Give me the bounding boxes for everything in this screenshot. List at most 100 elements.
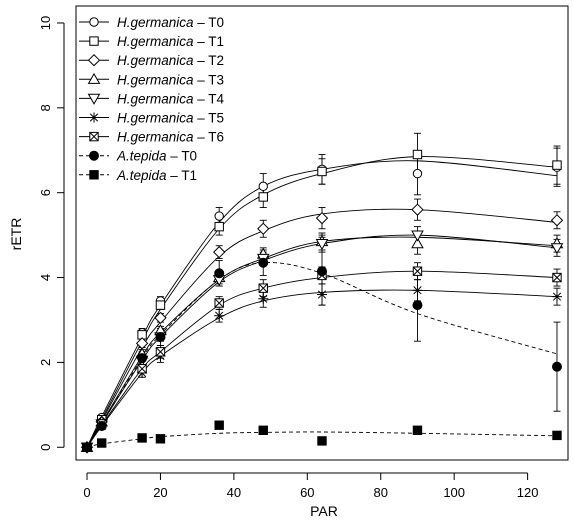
legend-marker bbox=[89, 131, 99, 142]
data-point bbox=[257, 222, 270, 235]
legend-marker bbox=[89, 150, 99, 161]
data-point bbox=[137, 433, 147, 443]
data-point bbox=[552, 430, 562, 441]
y-tick-label: 4 bbox=[38, 274, 53, 281]
legend: H.germanica – T0H.germanica – T1H.german… bbox=[79, 15, 225, 183]
markers-layer bbox=[80, 149, 564, 454]
axes-layer: 0 20 40 60 80 100 120 0 2 4 6 8 10 bbox=[38, 16, 538, 500]
legend-label: A.tepida – T1 bbox=[116, 168, 197, 183]
legend-species: A.tepida bbox=[116, 168, 167, 183]
data-point bbox=[315, 211, 329, 225]
data-point bbox=[412, 300, 423, 311]
data-point bbox=[97, 438, 107, 448]
plot-frame bbox=[75, 5, 569, 461]
data-point bbox=[155, 434, 166, 444]
y-axis-title: rETR bbox=[8, 218, 24, 251]
legend-entry: H.germanica – T6 bbox=[79, 130, 224, 145]
data-point bbox=[82, 442, 92, 452]
data-point bbox=[137, 364, 147, 374]
data-point bbox=[551, 361, 562, 372]
x-tick-label: 0 bbox=[83, 485, 90, 500]
y-tick-label: 0 bbox=[38, 444, 53, 451]
y-tick-label: 2 bbox=[38, 359, 53, 366]
legend-marker bbox=[88, 112, 100, 123]
x-tick-label: 100 bbox=[443, 485, 465, 500]
legend-entry: H.germanica – T1 bbox=[79, 34, 224, 49]
legend-entry: H.germanica – T4 bbox=[79, 91, 225, 106]
legend-species: H.germanica bbox=[117, 15, 194, 30]
legend-treatment: – T0 bbox=[194, 15, 225, 30]
legend-species: H.germanica bbox=[117, 91, 194, 106]
plot-frame-layer bbox=[75, 5, 569, 461]
legend-marker bbox=[87, 93, 101, 105]
data-point bbox=[412, 266, 423, 276]
data-point bbox=[258, 192, 268, 202]
legend-species: A.tepida bbox=[116, 149, 167, 164]
data-point bbox=[315, 239, 329, 251]
legend-marker bbox=[89, 17, 99, 27]
legend-treatment: – T1 bbox=[194, 34, 225, 49]
data-point bbox=[96, 421, 107, 432]
data-point bbox=[213, 245, 226, 259]
legend-label: H.germanica – T6 bbox=[117, 130, 224, 145]
legend-label: H.germanica – T0 bbox=[117, 15, 224, 30]
data-point bbox=[550, 243, 564, 255]
legend-entry: H.germanica – T0 bbox=[79, 15, 224, 30]
legend-treatment: – T1 bbox=[167, 168, 198, 183]
data-point bbox=[155, 300, 166, 310]
legend-marker bbox=[89, 36, 99, 46]
data-point bbox=[552, 160, 562, 170]
x-tick-label: 60 bbox=[300, 485, 314, 500]
data-point bbox=[258, 425, 268, 435]
legend-treatment: – T5 bbox=[194, 111, 225, 126]
data-point bbox=[154, 311, 167, 325]
y-tick-label: 10 bbox=[38, 16, 53, 30]
data-point bbox=[214, 298, 224, 308]
legend-entry: H.germanica – T5 bbox=[79, 111, 224, 126]
data-point bbox=[258, 257, 269, 268]
legend-species: H.germanica bbox=[117, 130, 194, 145]
legend-species: H.germanica bbox=[117, 72, 194, 87]
data-point bbox=[137, 353, 148, 364]
data-point bbox=[552, 272, 562, 283]
y-tick-label: 6 bbox=[38, 189, 53, 196]
data-point bbox=[317, 266, 327, 277]
data-point bbox=[214, 268, 225, 279]
legend-entry: A.tepida – T0 bbox=[79, 149, 197, 164]
data-point bbox=[155, 347, 166, 357]
data-point bbox=[317, 436, 327, 446]
legend-label: H.germanica – T5 bbox=[117, 111, 224, 126]
data-point bbox=[412, 425, 423, 435]
legend-marker bbox=[89, 170, 99, 180]
data-point bbox=[214, 420, 224, 430]
legend-treatment: – T4 bbox=[194, 91, 225, 106]
data-point bbox=[214, 310, 225, 321]
data-point bbox=[550, 214, 564, 227]
legend-label: A.tepida – T0 bbox=[116, 149, 197, 164]
data-point bbox=[155, 331, 166, 342]
data-point bbox=[316, 289, 328, 300]
data-point bbox=[317, 166, 327, 177]
legend-label: H.germanica – T4 bbox=[117, 91, 225, 106]
data-point bbox=[411, 237, 424, 249]
legend-entry: H.germanica – T3 bbox=[79, 72, 224, 87]
x-tick-label: 80 bbox=[374, 485, 388, 500]
legend-species: H.germanica bbox=[117, 111, 194, 126]
data-point bbox=[258, 293, 269, 304]
legend-entry: A.tepida – T1 bbox=[79, 168, 197, 183]
legend-entry: H.germanica – T2 bbox=[79, 53, 224, 68]
data-point bbox=[258, 283, 268, 293]
legend-label: H.germanica – T3 bbox=[117, 72, 224, 87]
data-point bbox=[214, 211, 224, 221]
legend-species: H.germanica bbox=[117, 53, 194, 68]
legend-species: H.germanica bbox=[117, 34, 194, 49]
legend-marker bbox=[87, 54, 101, 67]
legend-treatment: – T6 bbox=[194, 130, 225, 145]
legend-label: H.germanica – T2 bbox=[117, 53, 224, 68]
x-tick-label: 120 bbox=[517, 485, 539, 500]
data-point bbox=[412, 149, 423, 160]
x-tick-label: 20 bbox=[153, 485, 167, 500]
x-axis-title: PAR bbox=[310, 503, 338, 519]
